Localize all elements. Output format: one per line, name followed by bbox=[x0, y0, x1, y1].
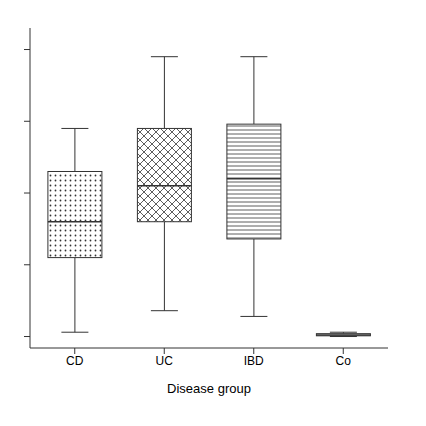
svg-text:IBD: IBD bbox=[244, 354, 264, 368]
svg-text:Disease group: Disease group bbox=[167, 381, 251, 396]
svg-text:CD: CD bbox=[66, 354, 84, 368]
svg-text:UC: UC bbox=[156, 354, 174, 368]
svg-text:Co: Co bbox=[336, 354, 352, 368]
